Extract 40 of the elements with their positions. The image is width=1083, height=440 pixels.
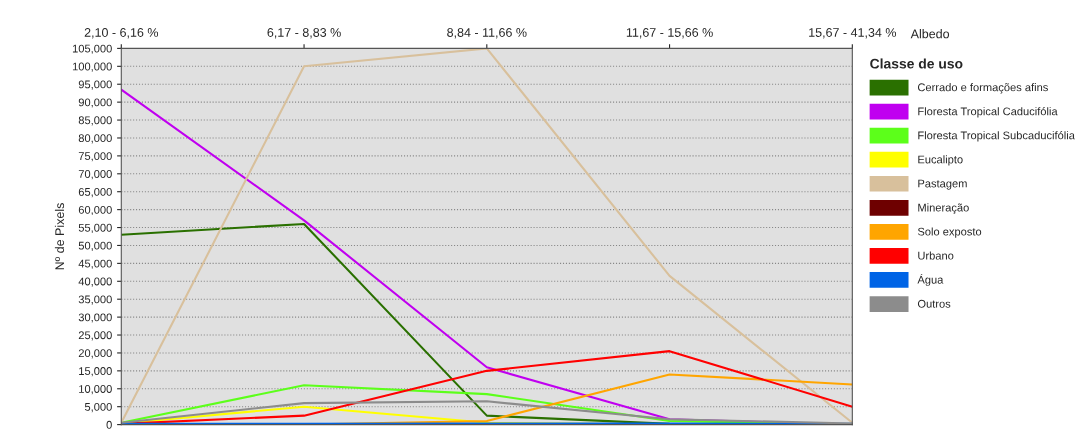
y-tick-label: 80,000 [78, 134, 112, 144]
x-tick-label: 15,67 - 41,34 % [809, 28, 897, 39]
legend-label: Mineração [918, 203, 969, 214]
y-axis-title: Nº de Pixels [54, 203, 65, 270]
y-tick-label: 90,000 [78, 98, 112, 108]
y-tick-label: 30,000 [78, 313, 112, 323]
x-axis-title: Albedo [910, 29, 950, 39]
y-tick-label: 5,000 [84, 402, 112, 413]
y-tick-label: 10,000 [79, 385, 112, 395]
y-tick-label: 55,000 [78, 223, 112, 233]
x-tick-label: 11,67 - 15,66 % [626, 28, 713, 39]
y-tick-label: 25,000 [78, 331, 112, 341]
legend-label: Eucalipto [918, 155, 963, 166]
y-tick-label: 60,000 [78, 205, 112, 216]
y-tick-label: 65,000 [78, 187, 112, 198]
y-tick-label: 95,000 [78, 80, 112, 90]
legend-label: Floresta Tropical Subcaducifólia [918, 131, 1075, 142]
y-tick-label: 0 [106, 420, 112, 429]
x-tick-label: 2,10 - 6,16 % [84, 28, 159, 39]
y-tick-label: 85,000 [78, 116, 112, 126]
legend-label: Pastagem [918, 179, 967, 190]
legend-label: Urbano [918, 251, 954, 260]
y-tick-label: 35,000 [78, 295, 112, 305]
x-tick-label: 6,17 - 8,83 % [267, 28, 341, 39]
y-tick-label: 50,000 [78, 241, 112, 251]
legend-label: Cerrado e formações afins [917, 83, 1048, 94]
legend-label: Solo exposto [917, 227, 982, 238]
y-tick-label: 20,000 [78, 349, 112, 359]
y-tick-label: 70,000 [78, 170, 112, 180]
y-tick-label: 75,000 [78, 152, 112, 162]
y-tick-label: 100,000 [72, 62, 112, 72]
legend-label: Outros [917, 299, 951, 308]
y-tick-label: 15,000 [79, 367, 112, 377]
y-tick-label: 40,000 [78, 277, 112, 287]
legend-title: Classe de uso [870, 58, 963, 69]
y-tick-label: 45,000 [78, 259, 112, 269]
x-tick-label: 8,84 - 11,66 % [447, 28, 527, 39]
legend-label: Floresta Tropical Caducifólia [918, 107, 1058, 118]
y-tick-label: 105,000 [72, 44, 112, 54]
legend-label: Água [917, 273, 944, 286]
